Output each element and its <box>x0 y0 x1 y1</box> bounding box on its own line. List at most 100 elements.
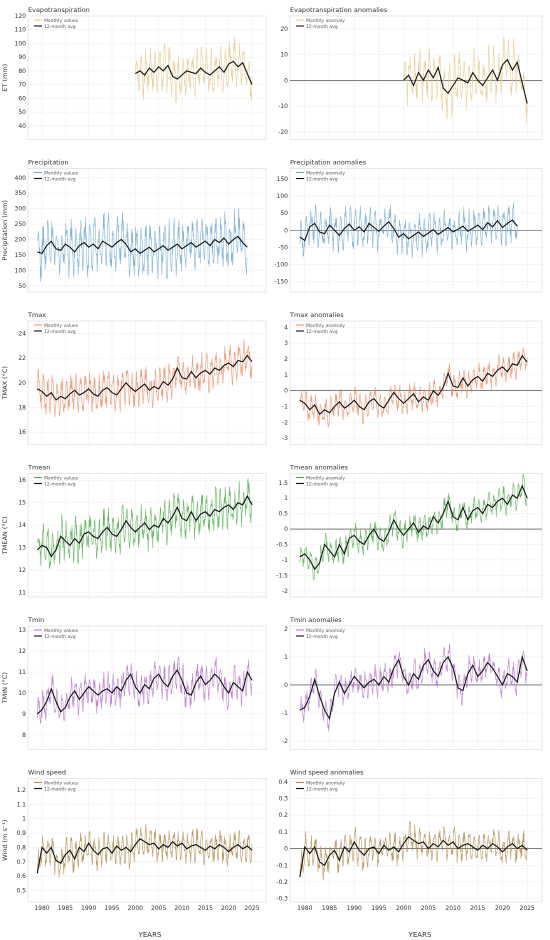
y-tick-label: -0.2 <box>276 879 288 886</box>
legend-label-monthly: Monthly values <box>44 18 79 24</box>
y-tick-label: 20 <box>18 380 26 387</box>
series-12-month-avg <box>299 654 528 721</box>
y-tick-label: 70 <box>18 82 26 89</box>
y-tick-label: 1.1 <box>16 801 26 808</box>
y-tick-label: 14 <box>18 522 26 529</box>
series-monthly <box>403 37 528 124</box>
legend-label-avg: 12-month avg <box>306 176 338 182</box>
y-tick-label: -150 <box>274 279 288 286</box>
x-tick-label: 1985 <box>322 905 337 912</box>
y-axis-label: Wind (m s⁻¹) <box>1 820 9 861</box>
y-tick-label: 110 <box>15 27 27 34</box>
y-tick-label: 400 <box>15 175 27 182</box>
panel-title: Tmean <box>27 464 50 472</box>
plot-area <box>289 473 543 598</box>
series-12-month-avg <box>135 60 253 85</box>
legend-label-avg: 12-month avg <box>306 786 338 792</box>
x-tick-label: 1980 <box>34 905 49 912</box>
legend-label-monthly: Monthly values <box>44 628 79 634</box>
y-tick-label: 16 <box>18 429 26 436</box>
series-12-month-avg <box>37 354 253 401</box>
y-tick-label: 20 <box>280 26 288 33</box>
y-tick-label: 1.5 <box>278 480 288 487</box>
legend-label-avg: 12-month avg <box>306 481 338 487</box>
panel-tmean_anom: -2 -1.5 -1 -0.5 0 0.5 1 1.5 Tmean anomalies Month… <box>276 464 543 598</box>
panel-title: Evapotranspiration <box>28 6 90 14</box>
y-tick-label: 8 <box>22 732 26 739</box>
y-tick-label: 100 <box>15 267 27 274</box>
legend-label-avg: 12-month avg <box>44 634 76 640</box>
panel-precip: 50 100 150 200 250 300 350 400 Precipitation Prec… <box>1 159 267 293</box>
y-tick-label: 0 <box>284 77 288 84</box>
series-monthly <box>37 478 253 569</box>
y-tick-label: 11 <box>18 590 26 597</box>
x-tick-label: 1995 <box>104 905 119 912</box>
series-monthly <box>135 36 253 104</box>
y-axis-label: Precipitation (mm) <box>1 200 9 260</box>
series-12-month-avg <box>299 484 528 571</box>
y-tick-label: 12 <box>18 567 26 574</box>
y-tick-label: 200 <box>15 237 27 244</box>
x-tick-label: 2025 <box>520 905 535 912</box>
x-tick-label: 2015 <box>470 905 485 912</box>
series-12-month-avg <box>299 354 528 416</box>
y-tick-label: 50 <box>280 210 288 217</box>
x-axis-label-right: YEARS <box>408 931 432 939</box>
y-tick-label: 0.5 <box>16 888 26 895</box>
y-tick-label: 50 <box>18 283 26 290</box>
y-tick-label: -1.5 <box>276 572 288 579</box>
x-tick-label: 2020 <box>221 905 236 912</box>
plot-area <box>289 625 543 750</box>
legend-label-avg: 12-month avg <box>44 24 76 30</box>
panel-title: Precipitation anomalies <box>290 159 367 167</box>
legend-label-monthly: Monthly values <box>44 323 79 329</box>
x-tick-label: 1980 <box>297 905 312 912</box>
series-12-month-avg <box>36 668 253 715</box>
panel-tmax: 16 18 20 22 24 Tmax TMAX (°C) Monthly values12-… <box>1 311 267 445</box>
y-tick-label: 0 <box>284 682 288 689</box>
y-tick-label: 13 <box>18 545 26 552</box>
y-tick-label: 0 <box>284 388 288 395</box>
legend-label-avg: 12-month avg <box>306 329 338 335</box>
series-12-month-avg <box>403 58 528 104</box>
panel-title: Tmax <box>27 311 46 319</box>
panel-title: Evapotranspiration anomalies <box>290 6 388 14</box>
legend-label-monthly: Monthly values <box>44 780 79 786</box>
legend-label-avg: 12-month avg <box>306 634 338 640</box>
x-tick-label: 1985 <box>58 905 73 912</box>
y-tick-label: 1 <box>284 495 288 502</box>
y-axis-label: TMAX (°C) <box>1 366 9 400</box>
x-axis-label-left: YEARS <box>138 931 162 939</box>
y-tick-label: 0.9 <box>16 830 26 837</box>
x-tick-label: 2005 <box>151 905 166 912</box>
y-tick-label: 3 <box>284 340 288 347</box>
series-monthly <box>299 643 528 732</box>
legend-label-monthly: Monthly values <box>44 170 79 176</box>
legend-label-monthly: Monthly anomaly <box>306 780 345 786</box>
panel-wind: 0.5 0.6 0.7 0.8 0.9 1 1.1 1.2 1980 1985 1990 1995 20… <box>1 769 267 912</box>
y-tick-label: 0 <box>284 846 288 853</box>
y-tick-label: 0.7 <box>16 859 26 866</box>
y-tick-label: 16 <box>18 477 26 484</box>
y-axis-label: TMEAN (°C) <box>1 516 9 555</box>
y-tick-label: -0.3 <box>276 896 288 903</box>
panel-wind_anom: -0.3 -0.2 -0.1 0 0.1 0.2 0.3 0.4 1980 1985 1990 199… <box>276 769 543 912</box>
series-monthly <box>299 820 528 881</box>
y-tick-label: 13 <box>18 627 26 634</box>
panel-title: Tmean anomalies <box>289 464 348 472</box>
y-tick-label: -0.1 <box>276 862 288 869</box>
series-12-month-avg <box>36 494 253 558</box>
legend-label-monthly: Monthly values <box>44 475 79 481</box>
x-tick-label: 2000 <box>396 905 411 912</box>
y-tick-label: -1 <box>282 557 288 564</box>
y-tick-label: 10 <box>280 52 288 59</box>
